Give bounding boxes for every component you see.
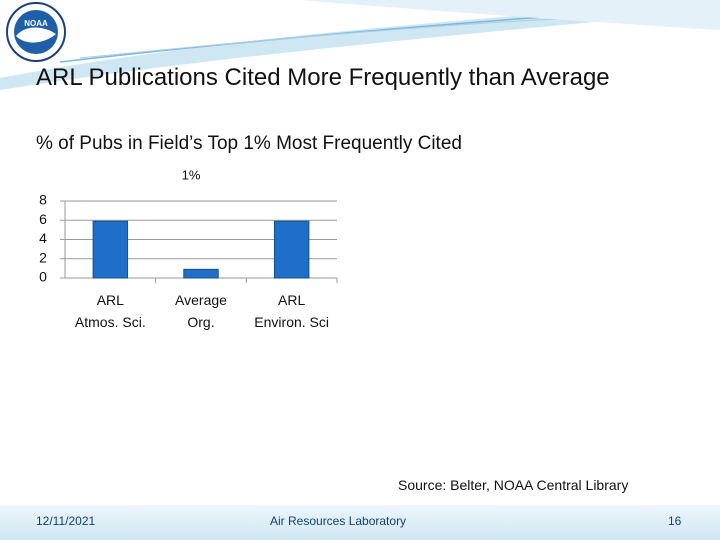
bar [273, 220, 310, 279]
source-note: Source: Belter, NOAA Central Library [398, 477, 629, 493]
bar [183, 268, 219, 279]
chart: 1% 0 2 4 6 8 [39, 167, 338, 285]
footer-organization: Air Resources Laboratory [270, 514, 407, 528]
footer-bar [0, 505, 720, 540]
y-tick-label: 6 [39, 211, 47, 227]
x-tick-label: ARL Environ. Sci [254, 292, 329, 330]
y-tick-label: 0 [39, 269, 47, 285]
y-tick-label: 2 [39, 249, 47, 265]
header-decoration: NOAA [0, 0, 720, 90]
slide-subtitle: % of Pubs in Field’s Top 1% Most Frequen… [36, 133, 462, 154]
svg-text:NOAA: NOAA [24, 19, 48, 28]
x-tick-label: ARL Atmos. Sci. [74, 292, 146, 330]
footer-date: 12/11/2021 [36, 514, 96, 528]
y-tick-label: 4 [39, 230, 47, 246]
bar [92, 220, 129, 279]
y-tick-label: 8 [39, 192, 47, 208]
page-number: 16 [668, 514, 682, 528]
chart-title: 1% [182, 167, 201, 182]
slide-title: ARL Publications Cited More Frequently t… [36, 64, 610, 91]
x-tick-label: Average Org. [175, 292, 227, 330]
